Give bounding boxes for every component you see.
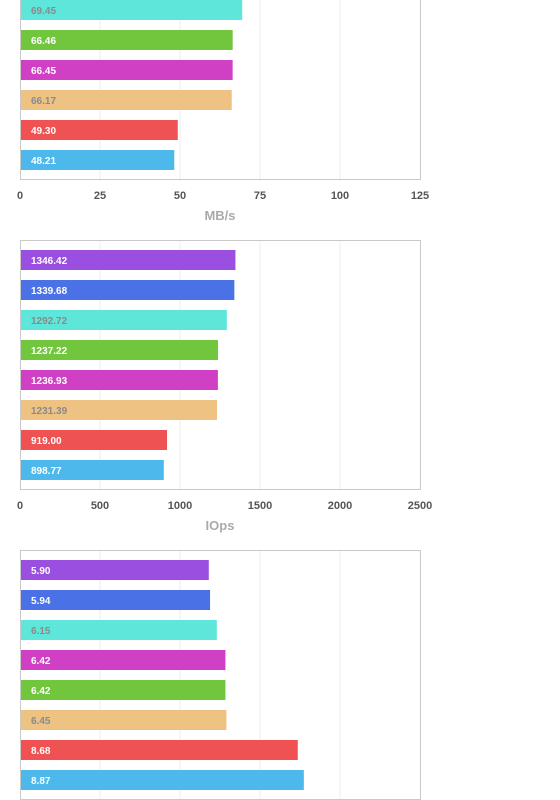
bar-value-label: 48.21	[31, 156, 56, 167]
bar	[21, 620, 217, 640]
bar-value-label: 8.87	[31, 776, 51, 787]
bar	[21, 400, 218, 420]
x-tick-label: 2500	[408, 500, 432, 512]
bar-value-label: 898.77	[31, 466, 62, 477]
bar	[21, 0, 243, 20]
bar	[21, 310, 227, 330]
bar-value-label: 66.45	[31, 66, 56, 77]
bar	[21, 30, 233, 50]
bar-value-label: 1237.22	[31, 346, 68, 357]
plot-frame	[20, 240, 421, 490]
plot-frame	[20, 0, 421, 180]
bar	[21, 250, 236, 270]
bar	[21, 90, 232, 110]
bar-value-label: 6.45	[31, 716, 51, 727]
bar	[21, 340, 218, 360]
x-tick-label: 0	[17, 500, 23, 512]
chart-2: 1346.42 1339.68 1292.72 1237.22 1236.93 1231.…	[17, 240, 432, 533]
bar	[21, 280, 235, 300]
bar-value-label: 69.45	[31, 6, 56, 17]
plot-frame	[20, 550, 421, 800]
chart-3: 5.90 5.94 6.15 6.42 6.42 6.45 8.68 8.87	[20, 550, 421, 800]
bar	[21, 150, 175, 170]
bar-value-label: 66.17	[31, 96, 56, 107]
bar-value-label: 6.15	[31, 626, 51, 637]
bar	[21, 460, 164, 480]
bar	[21, 120, 178, 140]
bar	[21, 590, 211, 610]
x-tick-label: 0	[17, 190, 23, 202]
bar-value-label: 1339.68	[31, 286, 68, 297]
bar-value-label: 1236.93	[31, 376, 68, 387]
x-tick-label: 1000	[168, 500, 192, 512]
bar-value-label: 1231.39	[31, 406, 68, 417]
bar-value-label: 6.42	[31, 686, 51, 697]
bar	[21, 430, 168, 450]
x-tick-label: 125	[411, 190, 429, 202]
bar	[21, 60, 233, 80]
bar-value-label: 66.46	[31, 36, 56, 47]
bar-value-label: 8.68	[31, 746, 51, 757]
bar	[21, 560, 209, 580]
x-tick-label: 75	[254, 190, 266, 202]
bar-value-label: 6.42	[31, 656, 51, 667]
bar	[21, 680, 226, 700]
x-tick-label: 500	[91, 500, 109, 512]
x-tick-label: 2000	[328, 500, 352, 512]
bar-value-label: 1346.42	[31, 256, 68, 267]
bar-value-label: 5.94	[31, 596, 51, 607]
bar-value-label: 1292.72	[31, 316, 68, 327]
bar	[21, 710, 227, 730]
x-tick-label: 50	[174, 190, 186, 202]
x-axis-title: MB/s	[204, 208, 235, 223]
chart-1: 69.45 66.46 66.45 66.17 49.30 48.21 0 25 50 75 100…	[17, 0, 429, 223]
x-axis-title: IOps	[206, 518, 235, 533]
bar	[21, 650, 226, 670]
bar-value-label: 919.00	[31, 436, 62, 447]
x-tick-label: 1500	[248, 500, 272, 512]
bar-value-label: 5.90	[31, 566, 51, 577]
bar	[21, 740, 298, 760]
x-tick-label: 25	[94, 190, 106, 202]
bar	[21, 370, 218, 390]
x-tick-label: 100	[331, 190, 349, 202]
bar	[21, 770, 304, 790]
bar-value-label: 49.30	[31, 126, 56, 137]
